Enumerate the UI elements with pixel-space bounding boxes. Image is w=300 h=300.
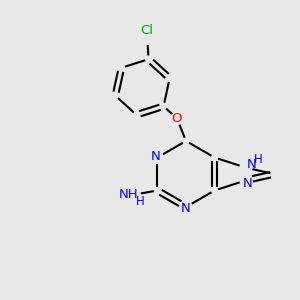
Text: N: N [247,158,256,171]
Text: O: O [172,112,182,125]
Text: N: N [181,202,191,215]
Text: NH: NH [118,188,138,202]
Text: H: H [254,153,263,166]
Text: N: N [243,177,252,190]
Text: N: N [151,149,161,163]
Text: H: H [136,195,145,208]
Text: Cl: Cl [141,24,154,37]
